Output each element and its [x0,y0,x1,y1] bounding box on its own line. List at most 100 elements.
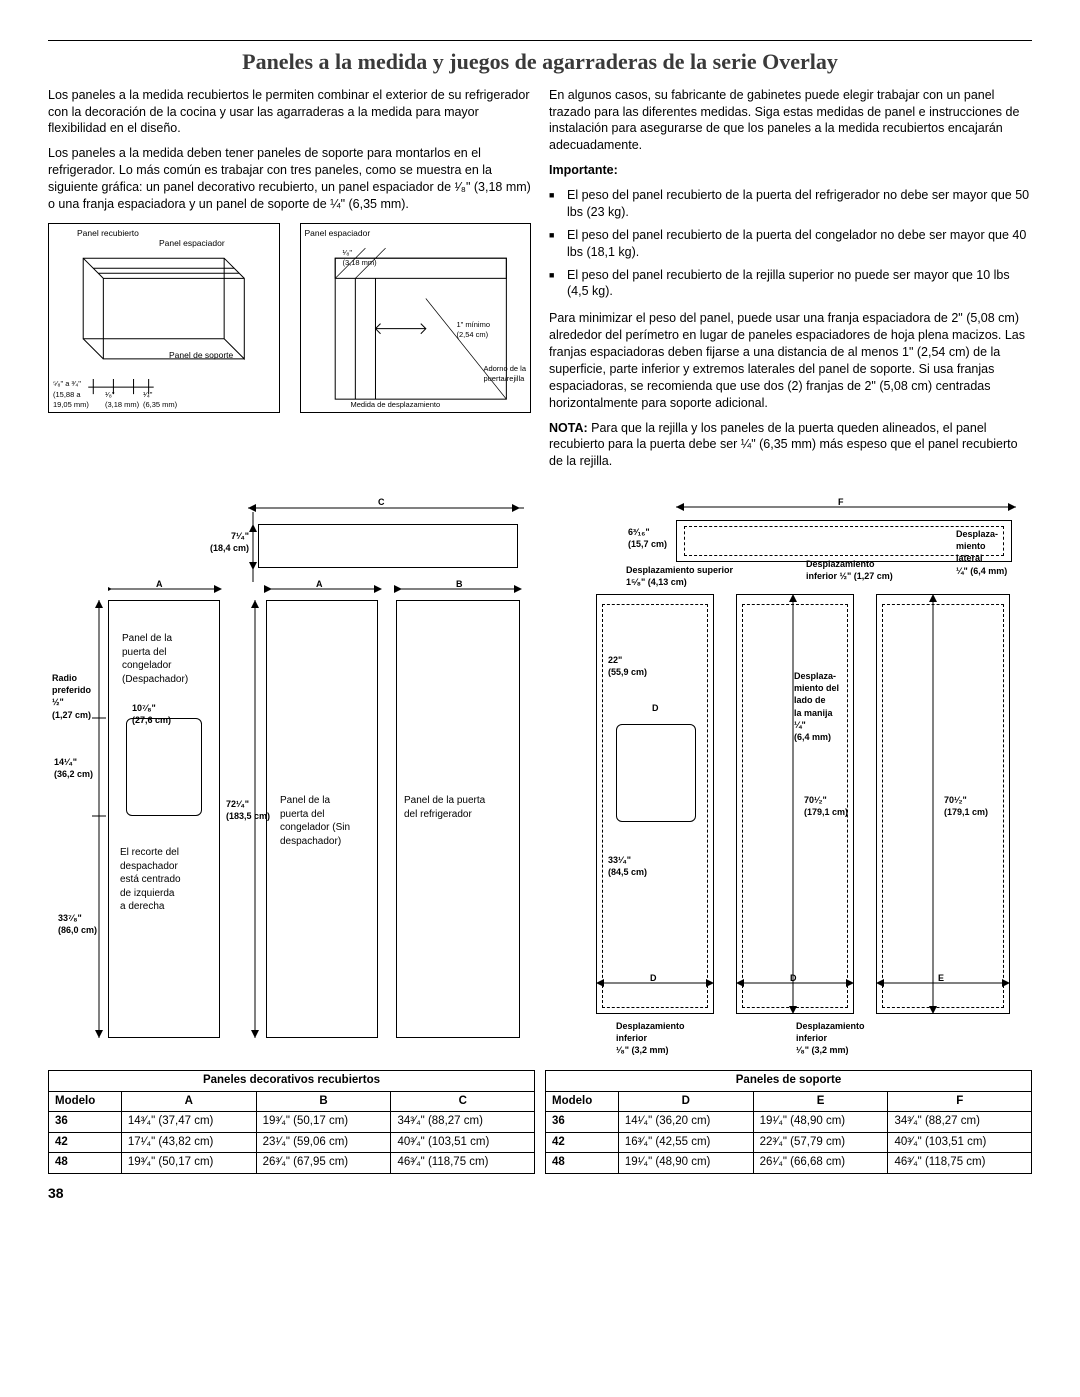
lbl-desp-inf18b: Desplazamiento inferior ¹⁄₈" (3,2 mm) [796,1020,865,1056]
tl-c0: Modelo [49,1091,122,1112]
table-support: Paneles de soporte Modelo D E F 3614¹⁄₄"… [545,1070,1032,1174]
dim-f: F [838,496,844,508]
nota: NOTA: Para que la rejilla y los paneles … [549,420,1032,471]
bullet-3: El peso del panel recubierto de la rejil… [549,267,1032,301]
tl-r1c0: 42 [49,1132,122,1153]
top-rule [48,40,1032,41]
right-p2: Para minimizar el peso del panel, puede … [549,310,1032,411]
lbl-18b: ¹⁄₈" (3,18 mm) [343,248,377,268]
page-number: 38 [48,1184,1032,1203]
tl-r2c1: 19³⁄₄" (50,17 cm) [121,1153,256,1174]
dim-6316: 6³⁄₁₆" (15,7 cm) [628,526,667,550]
dim-d1: D [652,702,659,714]
tl-r0c1: 14³⁄₄" (37,47 cm) [121,1112,256,1133]
lbl-medida: Medida de desplazamiento [351,400,441,410]
tr-r1c2: 22³⁄₄" (57,79 cm) [753,1132,888,1153]
dim-a1: A [156,578,163,590]
lbl-refrig: Panel de la puerta del refrigerador [404,794,485,821]
tl-r0c0: 36 [49,1112,122,1133]
dim-b: B [456,578,463,590]
lbl-radio: Radio preferido ½" (1,27 cm) [52,672,91,721]
grille-panel [258,524,518,568]
dim-22: 22" (55,9 cm) [608,654,647,678]
tr-r0c1: 14¹⁄₄" (36,20 cm) [618,1112,753,1133]
dim-c-row [248,498,524,522]
tr-r2c3: 46³⁄₄" (118,75 cm) [888,1153,1032,1174]
lbl-espaciador: Panel espaciador [159,238,225,249]
panel-assembly-diagram: Panel recubierto Panel espaciador Panel … [48,223,280,413]
tl-c2: B [256,1091,391,1112]
intro-p1: Los paneles a la medida recubiertos le p… [48,87,531,138]
nota-text: Para que la rejilla y los paneles de la … [549,421,1018,469]
lbl-espaciador2: Panel espaciador [305,228,371,239]
tr-r2c1: 19¹⁄₄" (48,90 cm) [618,1153,753,1174]
lbl-manija: Desplaza- miento del lado de la manija ¼… [794,670,839,743]
tl-title: Paneles decorativos recubiertos [49,1071,535,1092]
tr-c1: D [618,1091,753,1112]
tr-r1c1: 16³⁄₄" (42,55 cm) [618,1132,753,1153]
tl-r1c2: 23¹⁄₄" (59,06 cm) [256,1132,391,1153]
dispenser-cutout [126,718,202,816]
table-decorative: Paneles decorativos recubiertos Modelo A… [48,1070,535,1174]
lbl-recubierto: Panel recubierto [77,228,139,239]
dim-1078: 10⁷⁄₈" (27,6 cm) [132,702,171,726]
lbl-cong-sin: Panel de la puerta del congelador (Sin d… [280,794,350,848]
page-title: Paneles a la medida y juegos de agarrade… [48,47,1032,77]
tr-r0c0: 36 [546,1112,619,1133]
tr-c2: E [753,1091,888,1112]
tr-c0: Modelo [546,1091,619,1112]
tr-title: Paneles de soporte [546,1071,1032,1092]
tl-r1c3: 40³⁄₄" (103,51 cm) [391,1132,535,1153]
lbl-desp-sup: Desplazamiento superior 1⁵⁄₈" (4,13 cm) [626,564,733,588]
lbl-5834: ⁵⁄₈" a ³⁄₄" (15,88 a 19,05 mm) [53,379,89,409]
lbl-18: ¹⁄₈" (3,18 mm) [105,390,139,410]
tr-r2c2: 26¹⁄₄" (66,68 cm) [753,1153,888,1174]
tl-r2c2: 26³⁄₄" (67,95 cm) [256,1153,391,1174]
dim-7012a: 70¹⁄₂" (179,1 cm) [804,794,848,818]
dim-1414: 14¹⁄₄" (36,2 cm) [54,756,93,780]
main-diagrams: C 7¹⁄₄" (18,4 cm) A A B Radio preferido … [48,498,1032,1058]
dim-7012b: 70¹⁄₂" (179,1 cm) [944,794,988,818]
intro-columns: Los paneles a la medida recubiertos le p… [48,87,1032,479]
support-panels-diagram: F 6³⁄₁₆" (15,7 cm) Desplazamiento superi… [546,498,1032,1058]
tr-c3: F [888,1091,1032,1112]
important-label: Importante: [549,163,618,177]
lbl-recorte: El recorte del despachador está centrado… [120,846,181,914]
nota-label: NOTA: [549,421,588,435]
tl-r0c3: 34³⁄₄" (88,27 cm) [391,1112,535,1133]
right-column: En algunos casos, su fabricante de gabin… [549,87,1032,479]
left-column: Los paneles a la medida recubiertos le p… [48,87,531,479]
tr-r1c3: 40³⁄₄" (103,51 cm) [888,1132,1032,1153]
support-cutout [616,724,696,822]
bullet-1: El peso del panel recubierto de la puert… [549,187,1032,221]
lbl-soporte: Panel de soporte [169,350,233,361]
lbl-desp-inf18a: Desplazamiento inferior ¹⁄₈" (3,2 mm) [616,1020,685,1056]
dim-a2: A [316,578,323,590]
offset-diagram: Panel espaciador ¹⁄₈" (3,18 mm) 1" mínim… [300,223,532,413]
lbl-1min: 1" mínimo (2,54 cm) [456,320,490,340]
lbl-adorno: Adorno de la puerta/rejilla [483,364,526,384]
tl-r2c0: 48 [49,1153,122,1174]
tables: Paneles decorativos recubiertos Modelo A… [48,1070,1032,1174]
lbl-14: ¹⁄₄" (6,35 mm) [143,390,177,410]
important-list: El peso del panel recubierto de la puert… [549,187,1032,300]
tr-r1c0: 42 [546,1132,619,1153]
decorative-panels-diagram: C 7¹⁄₄" (18,4 cm) A A B Radio preferido … [48,498,534,1058]
lbl-desp-inf12: Desplazamiento inferior ½" (1,27 cm) [806,558,893,582]
lbl-desp-lat: Desplaza- miento lateral ¼" (6,4 mm) [956,528,1007,577]
right-p1: En algunos casos, su fabricante de gabin… [549,87,1032,155]
dim-3314: 33¹⁄₄" (84,5 cm) [608,854,647,878]
tl-c1: A [121,1091,256,1112]
bullet-2: El peso del panel recubierto de la puert… [549,227,1032,261]
tl-r1c1: 17¹⁄₄" (43,82 cm) [121,1132,256,1153]
tl-r0c2: 19³⁄₄" (50,17 cm) [256,1112,391,1133]
dim-d2: D [650,972,657,984]
small-diagrams: Panel recubierto Panel espaciador Panel … [48,223,531,413]
tr-r0c2: 19¹⁄₄" (48,90 cm) [753,1112,888,1133]
lbl-cong-desp: Panel de la puerta del congelador (Despa… [122,632,188,686]
tl-c3: C [391,1091,535,1112]
dim-c: C [378,496,385,508]
intro-p2: Los paneles a la medida deben tener pane… [48,145,531,213]
tl-r2c3: 46³⁄₄" (118,75 cm) [391,1153,535,1174]
tr-r2c0: 48 [546,1153,619,1174]
